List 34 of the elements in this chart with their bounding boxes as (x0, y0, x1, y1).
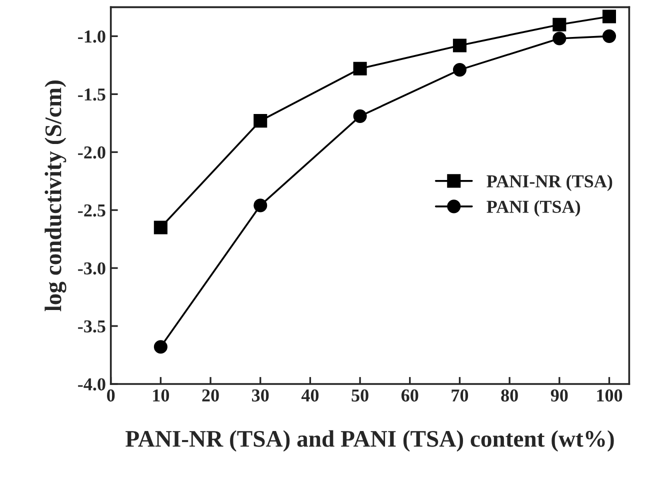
y-tick-label: -1.0 (78, 30, 106, 43)
x-tick-label: 20 (202, 389, 219, 402)
point (602, 29, 616, 43)
y-tick-label: -3.5 (78, 320, 106, 333)
x-axis-title: PANI-NR (TSA) and PANI (TSA) content (wt%) (126, 430, 614, 452)
point (154, 340, 168, 354)
x-tick-label: 50 (352, 389, 368, 402)
y-tick-label: -1.5 (78, 88, 106, 101)
x-tick-label: 60 (401, 389, 418, 402)
y-axis-title: log conductivity (S/cm) (44, 80, 66, 312)
x-tick-label: 30 (252, 389, 269, 402)
point (452, 38, 466, 52)
x-tick-label: 40 (301, 389, 319, 402)
point (452, 63, 466, 77)
x-tick-label: 10 (153, 389, 170, 402)
point (353, 62, 367, 76)
point (154, 220, 168, 234)
point (353, 109, 367, 123)
legend-label: PANI-NR (TSA) (486, 174, 612, 192)
y-tick-label: -4.0 (78, 378, 106, 391)
y-tick-label: -2.5 (78, 204, 106, 217)
x-tick-label: 70 (452, 389, 468, 402)
x-tick-label: 80 (501, 389, 518, 402)
x-tick-label: 90 (550, 389, 568, 402)
point (254, 114, 268, 128)
x-tick-label: 100 (597, 389, 622, 402)
y-tick-label: -3.0 (78, 262, 106, 275)
point (552, 18, 566, 32)
point (552, 32, 566, 46)
point (254, 198, 268, 212)
legend-label: PANI (TSA) (486, 200, 580, 217)
y-tick-label: -2.0 (78, 146, 106, 159)
x-tick-label: 0 (107, 389, 115, 402)
point (602, 10, 616, 24)
